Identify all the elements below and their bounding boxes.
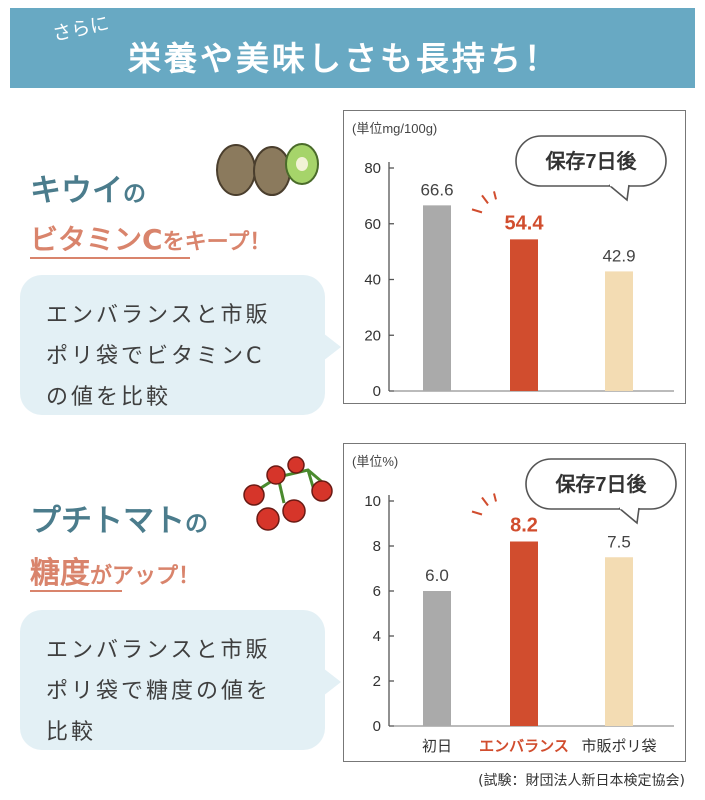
y-tick-label: 20 (364, 327, 381, 344)
section-2-note-bubble: エンバランスと市販 ポリ袋で糖度の値を 比較 (20, 610, 341, 750)
vitamin-c-bar-chart: (単位mg/100g)02040608066.6初日54.4エンバランス42.9… (352, 121, 674, 400)
heading-fruit-name: キウイ (30, 173, 123, 209)
emphasis-dash (481, 194, 489, 204)
banner-prefix: さらに (50, 12, 111, 46)
emphasis-dash (471, 510, 483, 516)
bar-2 (510, 541, 538, 726)
heading-particle: の (123, 181, 146, 207)
chart-panel-sugar-content: (単位%) 0 2 4 6 8 10 6.0 初日 8.2 エンバランス 7.5 市販ポリ袋 保存7日後 (343, 443, 686, 762)
y-tick-label: 6 (373, 583, 381, 600)
note-line: エンバランスと市販 (46, 303, 271, 328)
category-label: エンバランス (479, 738, 569, 755)
callout-bubble (525, 458, 677, 510)
cherry-tomato-icon (243, 456, 333, 531)
section-1-heading-line2: ビタミンCをキープ！ (30, 218, 271, 258)
value-label: 6.0 (425, 566, 449, 585)
note-line: ポリ袋で糖度の値を (46, 679, 272, 704)
kiwi-icon (216, 143, 319, 196)
bar-2 (510, 239, 538, 391)
heading-fruit-name: プチトマト (30, 503, 185, 539)
callout-tail (618, 507, 640, 525)
heading-particle: の (185, 511, 208, 537)
y-tick-label: 60 (364, 216, 381, 233)
y-tick-label: 0 (373, 383, 381, 400)
section-1-note-bubble: エンバランスと市販 ポリ袋でビタミンC の値を比較 (20, 275, 341, 415)
section-1-heading-line1: キウイの (30, 165, 146, 210)
callout-bubble (515, 135, 667, 187)
heading-action: がアップ！ (90, 564, 201, 589)
bar-1 (423, 591, 451, 726)
callout-text: 保存7日後 (544, 149, 637, 173)
banner-title: 栄養や美味しさも長持ち！ (128, 39, 560, 78)
section-2-heading-line2: 糖度がアップ！ (30, 548, 200, 592)
y-tick-label: 2 (373, 673, 381, 690)
sugar-content-bar-chart: (単位%) 0 2 4 6 8 10 6.0 初日 8.2 エンバランス 7.5 市販ポリ袋 保存7日後 (352, 454, 677, 755)
category-label: 初日 (422, 738, 452, 755)
unit-label: (単位mg/100g) (352, 121, 437, 136)
emphasis-dash (471, 208, 483, 214)
y-tick-label: 10 (364, 493, 381, 510)
y-tick-label: 8 (373, 538, 381, 555)
title-banner: さらに 栄養や美味しさも長持ち！ (10, 8, 695, 88)
y-tick-label: 0 (373, 718, 381, 735)
bubble-tail (323, 668, 341, 696)
section-2-heading-line1: プチトマトの (30, 495, 208, 540)
bar-3 (605, 557, 633, 726)
unit-label: (単位%) (352, 454, 398, 469)
emphasis-dash (493, 493, 497, 502)
value-label: 54.4 (505, 212, 545, 234)
bar-1 (423, 205, 451, 391)
emphasis-dash (493, 191, 497, 200)
heading-action: をキープ！ (162, 230, 272, 255)
bar-3 (605, 271, 633, 391)
chart-panel-vitamin-c: (単位mg/100g)02040608066.6初日54.4エンバランス42.9… (343, 110, 686, 404)
category-label: 市販ポリ袋 (581, 738, 656, 755)
source-note: (試験：財団法人新日本検定協会) (478, 773, 685, 789)
heading-nutrient: 糖度 (30, 556, 90, 591)
y-tick-label: 40 (364, 272, 381, 289)
callout-text: 保存7日後 (554, 472, 647, 496)
heading-nutrient: ビタミンC (30, 223, 163, 256)
note-line: エンバランスと市販 (46, 638, 271, 663)
heading-underline (30, 590, 122, 592)
emphasis-dash (481, 496, 489, 507)
note-line: の値を比較 (46, 385, 172, 410)
value-label: 66.6 (420, 180, 453, 199)
y-tick-label: 4 (373, 628, 381, 645)
value-label: 7.5 (607, 532, 631, 551)
y-tick-label: 80 (364, 160, 381, 177)
value-label: 8.2 (510, 515, 538, 537)
bubble-tail (323, 333, 341, 361)
note-line: 比較 (46, 720, 97, 745)
value-label: 42.9 (602, 246, 635, 265)
heading-underline (30, 257, 190, 259)
callout-tail (608, 184, 630, 202)
note-line: ポリ袋でビタミンC (46, 344, 265, 369)
